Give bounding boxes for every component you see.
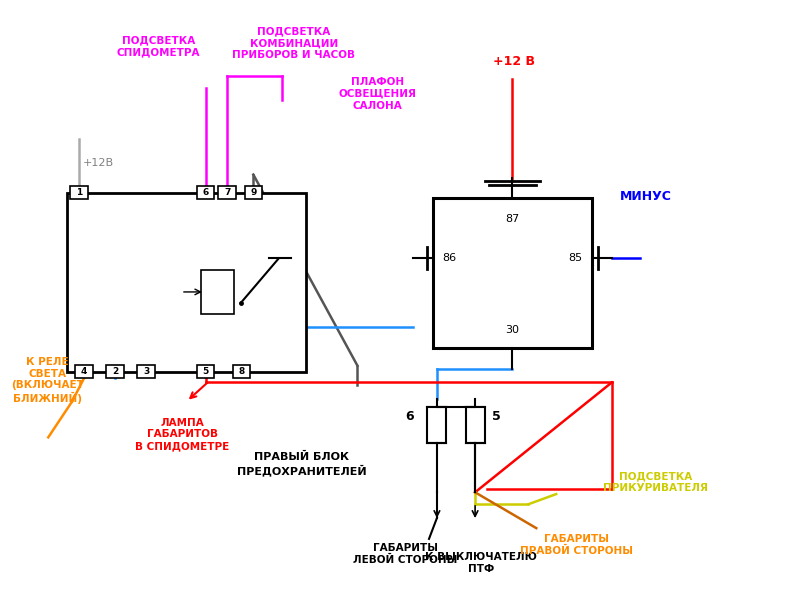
Bar xyxy=(233,365,250,378)
Text: 2: 2 xyxy=(112,367,118,376)
Text: К ВЫКЛЮЧАТЕЛЮ
ПТФ: К ВЫКЛЮЧАТЕЛЮ ПТФ xyxy=(425,552,537,574)
Text: МИНУС: МИНУС xyxy=(620,190,672,203)
Text: 86: 86 xyxy=(442,253,457,263)
Text: 7: 7 xyxy=(224,188,230,197)
Text: 9: 9 xyxy=(250,188,257,197)
Text: 30: 30 xyxy=(506,325,519,335)
Bar xyxy=(245,186,262,199)
Text: 1: 1 xyxy=(76,188,82,197)
Bar xyxy=(433,199,592,348)
Text: 8: 8 xyxy=(238,367,245,376)
Bar xyxy=(466,407,485,443)
Text: ЛАМПА
ГАБАРИТОВ
В СПИДОМЕТРЕ: ЛАМПА ГАБАРИТОВ В СПИДОМЕТРЕ xyxy=(135,418,230,451)
Bar xyxy=(138,365,154,378)
Text: ПОДСВЕТКА
КОМБИНАЦИИ
ПРИБОРОВ И ЧАСОВ: ПОДСВЕТКА КОМБИНАЦИИ ПРИБОРОВ И ЧАСОВ xyxy=(232,26,355,60)
Bar xyxy=(197,186,214,199)
Text: ГАБАРИТЫ
ЛЕВОЙ СТОРОНЫ: ГАБАРИТЫ ЛЕВОЙ СТОРОНЫ xyxy=(353,543,458,565)
Bar xyxy=(106,365,124,378)
Text: 4: 4 xyxy=(81,367,87,376)
Text: ПРАВЫЙ БЛОК
ПРЕДОХРАНИТЕЛЕЙ: ПРАВЫЙ БЛОК ПРЕДОХРАНИТЕЛЕЙ xyxy=(237,452,366,476)
Text: +12 В: +12 В xyxy=(493,55,534,68)
Text: ПОДСВЕТКА
СПИДОМЕТРА: ПОДСВЕТКА СПИДОМЕТРА xyxy=(117,35,201,57)
Text: 6: 6 xyxy=(202,188,209,197)
Text: 5: 5 xyxy=(492,410,501,423)
Text: 5: 5 xyxy=(202,367,209,376)
Bar xyxy=(197,365,214,378)
Text: ПЛАФОН
ОСВЕЩЕНИЯ
САЛОНА: ПЛАФОН ОСВЕЩЕНИЯ САЛОНА xyxy=(338,77,416,110)
Bar xyxy=(67,193,306,371)
Text: ГАБАРИТЫ
ПРАВОЙ СТОРОНЫ: ГАБАРИТЫ ПРАВОЙ СТОРОНЫ xyxy=(519,534,633,556)
Bar xyxy=(218,186,236,199)
Bar xyxy=(70,186,88,199)
Text: 3: 3 xyxy=(143,367,149,376)
Bar xyxy=(427,407,446,443)
Text: 87: 87 xyxy=(506,214,519,224)
Text: ПОДСВЕТКА
ПРИКУРИВАТЕЛЯ: ПОДСВЕТКА ПРИКУРИВАТЕЛЯ xyxy=(603,472,708,493)
Bar xyxy=(201,269,234,314)
Bar xyxy=(75,365,93,378)
Text: 85: 85 xyxy=(568,253,582,263)
Text: +12В: +12В xyxy=(83,158,114,167)
Text: 6: 6 xyxy=(405,410,414,423)
Text: К РЕЛЕ
СВЕТА
(ВКЛЮЧАЕТ
БЛИЖНИЙ): К РЕЛЕ СВЕТА (ВКЛЮЧАЕТ БЛИЖНИЙ) xyxy=(11,357,84,404)
